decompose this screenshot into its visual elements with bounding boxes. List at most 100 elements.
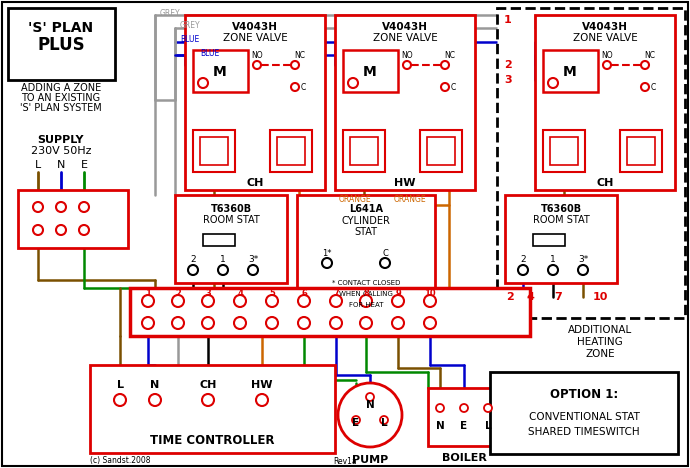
Circle shape [348,78,358,88]
Text: ROOM STAT: ROOM STAT [203,215,259,225]
Text: 3*: 3* [578,256,588,264]
Text: N: N [150,380,159,390]
Text: 2: 2 [506,292,514,302]
Text: CH: CH [199,380,217,390]
Text: * CONTACT CLOSED: * CONTACT CLOSED [332,280,400,286]
Bar [90,365,335,453]
Text: ORANGE: ORANGE [339,196,371,205]
Bar [203,234,235,246]
Text: 9: 9 [395,288,401,298]
Circle shape [603,61,611,69]
Circle shape [460,404,468,412]
Text: NO: NO [601,51,613,59]
Circle shape [330,317,342,329]
Circle shape [202,295,214,307]
Circle shape [338,383,402,447]
Bar [497,8,685,318]
Text: E: E [353,418,359,428]
Text: NC: NC [295,51,306,59]
Text: BOILER: BOILER [442,453,486,463]
Circle shape [266,317,278,329]
Bar [427,137,455,165]
Text: FOR HEAT: FOR HEAT [348,302,383,308]
Text: STAT: STAT [355,227,377,237]
Bar [490,372,678,454]
Circle shape [380,416,388,424]
Circle shape [149,394,161,406]
Text: E: E [81,160,88,170]
Circle shape [79,202,89,212]
Text: L: L [117,380,124,390]
Bar [627,137,655,165]
Circle shape [548,78,558,88]
Text: 10: 10 [424,288,436,298]
Circle shape [234,317,246,329]
Text: V4043H: V4043H [582,22,628,32]
Text: L: L [484,421,491,431]
Circle shape [142,295,154,307]
Text: T6360B: T6360B [210,204,252,214]
Bar [8,8,115,80]
Circle shape [330,295,342,307]
Circle shape [266,295,278,307]
Bar [200,137,228,165]
Circle shape [352,416,360,424]
Text: ZONE VALVE: ZONE VALVE [573,33,638,43]
Text: C: C [382,249,388,257]
Text: 7: 7 [333,288,339,298]
Circle shape [291,83,299,91]
Bar [193,50,248,92]
Text: (c) Sandst.2008: (c) Sandst.2008 [90,456,150,466]
Text: PLUS: PLUS [37,36,85,54]
Text: 230V 50Hz: 230V 50Hz [31,146,91,156]
Circle shape [578,265,588,275]
Bar [193,130,235,172]
Text: CH: CH [246,178,264,188]
Bar [335,15,475,190]
Text: NO: NO [401,51,413,59]
Circle shape [641,83,649,91]
Text: 6: 6 [301,288,307,298]
Text: M: M [363,65,377,79]
Text: L641A: L641A [349,204,383,214]
Circle shape [392,295,404,307]
Text: 5: 5 [269,288,275,298]
Bar [130,288,530,336]
Circle shape [441,61,449,69]
Text: ADDING A ZONE: ADDING A ZONE [21,83,101,93]
Bar [277,137,305,165]
Circle shape [234,295,246,307]
Text: BLUE: BLUE [180,36,199,44]
Text: SUPPLY: SUPPLY [38,135,84,145]
Circle shape [56,202,66,212]
Text: ADDITIONAL: ADDITIONAL [568,325,632,335]
Text: PUMP: PUMP [352,455,388,465]
Text: ZONE VALVE: ZONE VALVE [223,33,287,43]
Bar [18,190,128,248]
Circle shape [298,295,310,307]
Text: M: M [213,65,227,79]
Text: ROOM STAT: ROOM STAT [533,215,589,225]
Circle shape [298,317,310,329]
Bar [550,137,578,165]
Circle shape [188,265,198,275]
Text: 3*: 3* [248,256,258,264]
Circle shape [256,394,268,406]
Bar [428,388,500,446]
Text: 'S' PLAN: 'S' PLAN [28,21,94,35]
Text: Rev1a: Rev1a [333,456,357,466]
Text: C: C [651,82,656,92]
Text: CYLINDER: CYLINDER [342,216,391,226]
Bar [270,130,312,172]
Text: 3: 3 [205,288,211,298]
Text: 1: 1 [550,256,556,264]
Text: C: C [300,82,306,92]
Text: 1*: 1* [322,249,332,257]
Circle shape [548,265,558,275]
Text: T6360B: T6360B [540,204,582,214]
Bar [620,130,662,172]
Text: 2: 2 [175,288,181,298]
Circle shape [436,404,444,412]
Circle shape [392,317,404,329]
Text: TO AN EXISTING: TO AN EXISTING [21,93,101,103]
